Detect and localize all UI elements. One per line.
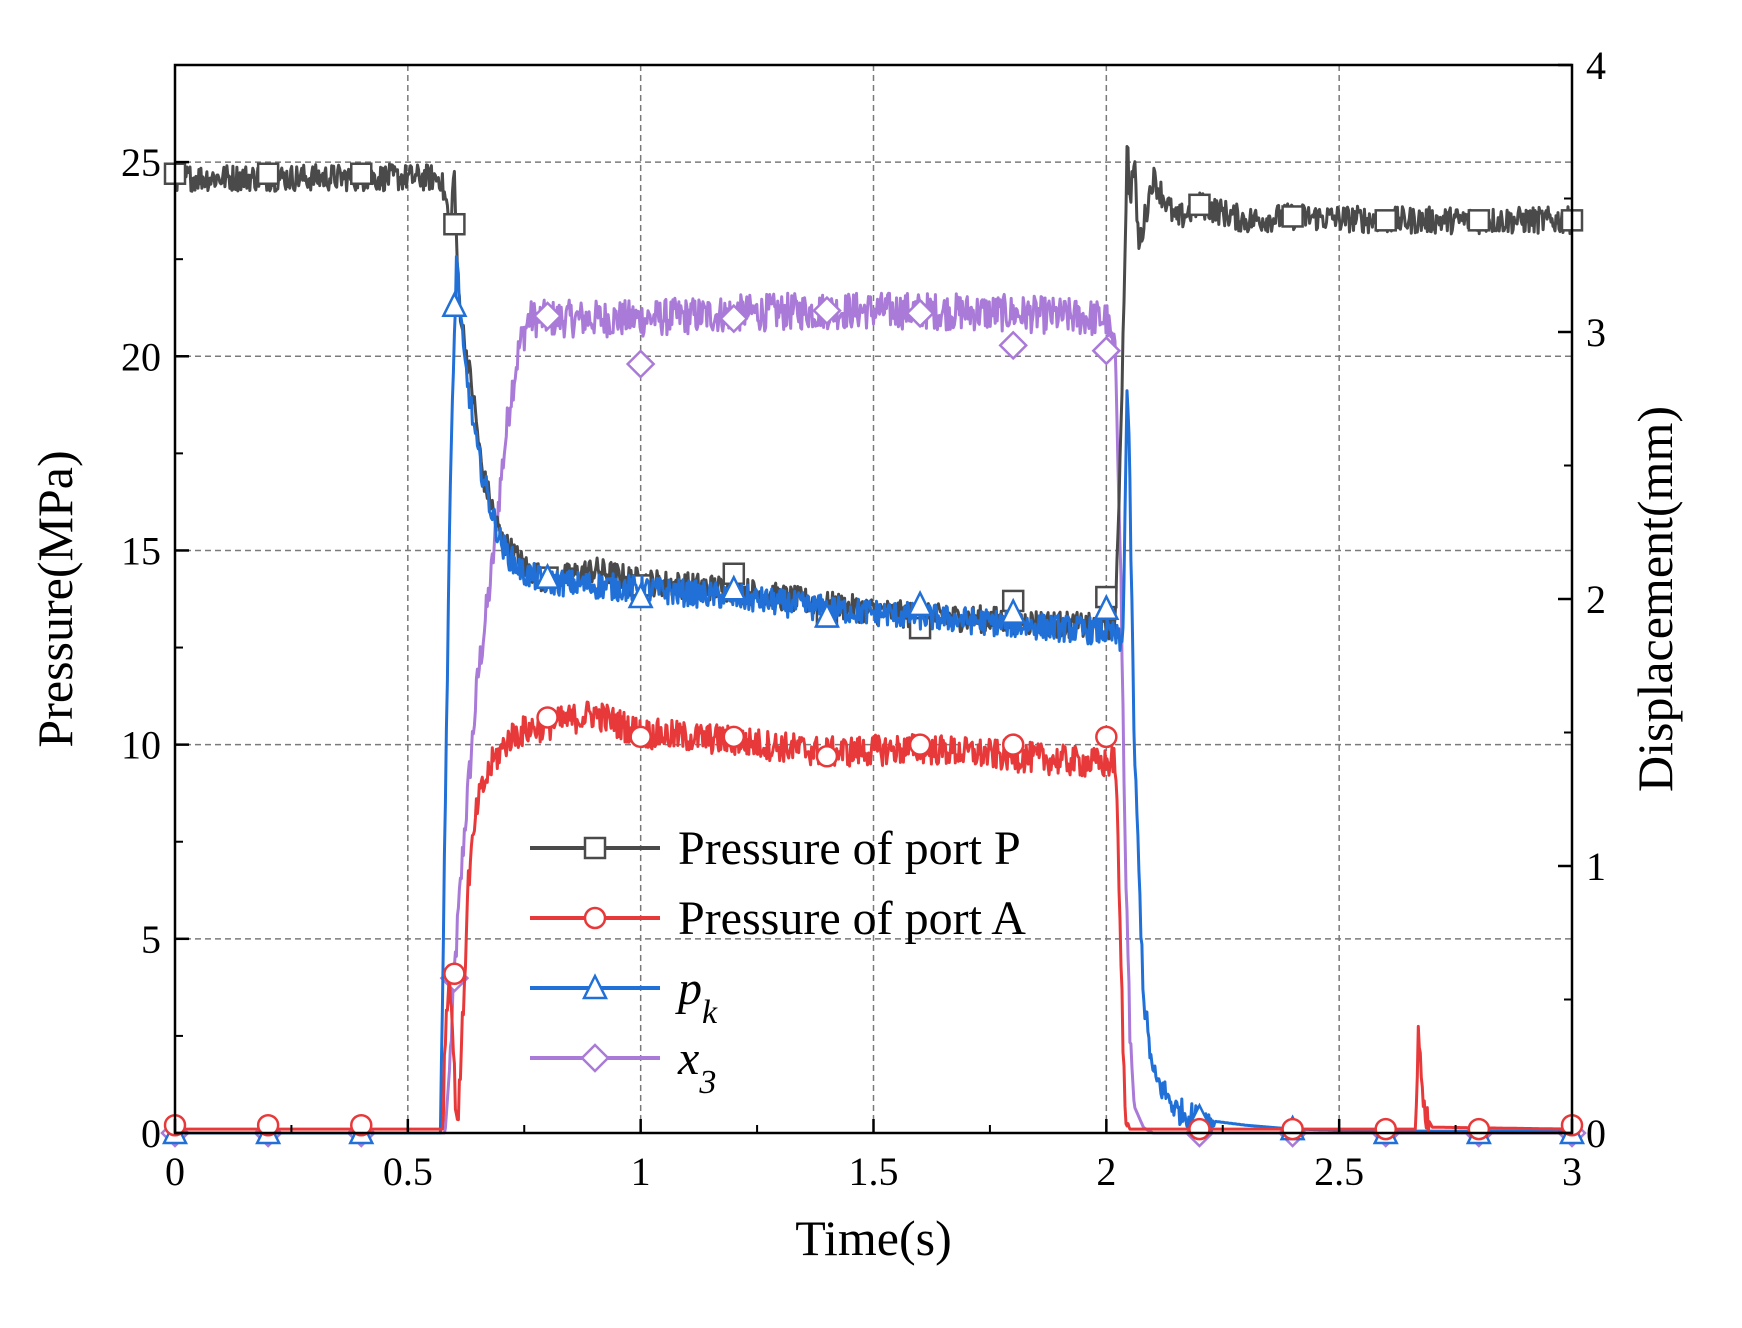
series-marker-triangle xyxy=(627,582,654,609)
series-marker-circle xyxy=(350,1113,373,1137)
series-marker-diamond xyxy=(812,295,842,326)
x-tick-label: 2 xyxy=(1096,1149,1116,1194)
y-right-tick-label: 1 xyxy=(1586,844,1606,889)
series-marker-circle xyxy=(629,725,652,749)
series-marker-triangle xyxy=(441,290,468,318)
y-left-tick-label: 10 xyxy=(121,723,161,768)
x-tick-label: 1.5 xyxy=(849,1149,899,1194)
legend-label: pk xyxy=(675,962,718,1031)
y-right-tick-label: 3 xyxy=(1586,310,1606,355)
series-marker-circle xyxy=(1188,1117,1211,1141)
y-right-tick-label: 0 xyxy=(1586,1111,1606,1156)
series-marker-square xyxy=(1281,205,1304,228)
y-left-tick-label: 0 xyxy=(141,1111,161,1156)
series-marker-square xyxy=(350,162,373,185)
series-marker-circle xyxy=(1001,733,1025,756)
series-marker-circle xyxy=(1467,1117,1491,1141)
series-marker-triangle xyxy=(581,973,609,1000)
series-marker-triangle xyxy=(1000,597,1027,624)
series-line xyxy=(173,145,1574,641)
series-marker-diamond xyxy=(625,349,656,379)
axis-ticks xyxy=(173,63,1574,1135)
legend-label: x3 xyxy=(677,1032,716,1101)
series-marker-square xyxy=(1467,209,1491,232)
series-marker-square xyxy=(1188,193,1211,217)
series-marker-diamond xyxy=(1091,335,1122,366)
series-marker-diamond xyxy=(532,301,563,331)
y-left-tick-label: 25 xyxy=(121,140,161,185)
series-marker-diamond xyxy=(580,1043,610,1073)
y-left-tick-label: 5 xyxy=(141,917,161,962)
series-marker-triangle xyxy=(813,601,840,628)
series-marker-triangle xyxy=(720,574,747,601)
series-marker-circle xyxy=(1281,1117,1304,1141)
series-marker-square xyxy=(1374,209,1397,232)
x-tick-label: 2.5 xyxy=(1314,1149,1364,1194)
series-marker-circle xyxy=(536,706,559,729)
legend-item: Pressure of port A xyxy=(530,892,1026,945)
y-right-tick-label: 2 xyxy=(1586,577,1606,622)
series-marker-square xyxy=(256,162,280,185)
y-left-tick-label: 20 xyxy=(121,334,161,379)
y-axis-right-title: Displacement(mm) xyxy=(1627,406,1683,792)
series-marker-diamond xyxy=(998,330,1028,361)
series-marker-circle xyxy=(908,733,932,756)
x-tick-label: 0 xyxy=(165,1149,185,1194)
legend-label: Pressure of port P xyxy=(678,822,1021,875)
series-marker-diamond xyxy=(719,303,749,334)
legend-item: x3 xyxy=(530,1032,716,1101)
series-marker-square xyxy=(583,836,607,860)
series-marker-circle xyxy=(256,1113,280,1137)
series-marker-triangle xyxy=(907,590,934,617)
x-axis-title: Time(s) xyxy=(795,1210,952,1266)
series-marker-circle xyxy=(722,725,746,749)
series-marker-circle xyxy=(583,906,607,930)
y-right-tick-label: 4 xyxy=(1586,43,1606,88)
series-marker-circle xyxy=(1095,725,1118,749)
legend-item: pk xyxy=(530,962,718,1031)
series-marker-circle xyxy=(815,745,839,768)
legend-item: Pressure of port P xyxy=(530,822,1021,875)
series-marker-triangle xyxy=(534,562,561,589)
y-axis-left-title: Pressure(MPa) xyxy=(27,450,83,747)
y-left-tick-label: 15 xyxy=(121,528,161,573)
x-tick-label: 1 xyxy=(631,1149,651,1194)
x-tick-label: 0.5 xyxy=(383,1149,433,1194)
series-marker-square xyxy=(443,212,466,236)
legend-label: Pressure of port A xyxy=(678,892,1026,945)
series-marker-circle xyxy=(1374,1117,1397,1141)
series-marker-diamond xyxy=(905,298,935,329)
series-marker-circle xyxy=(443,962,466,986)
series-marker-triangle xyxy=(1093,593,1120,620)
x-tick-label: 3 xyxy=(1562,1149,1582,1194)
